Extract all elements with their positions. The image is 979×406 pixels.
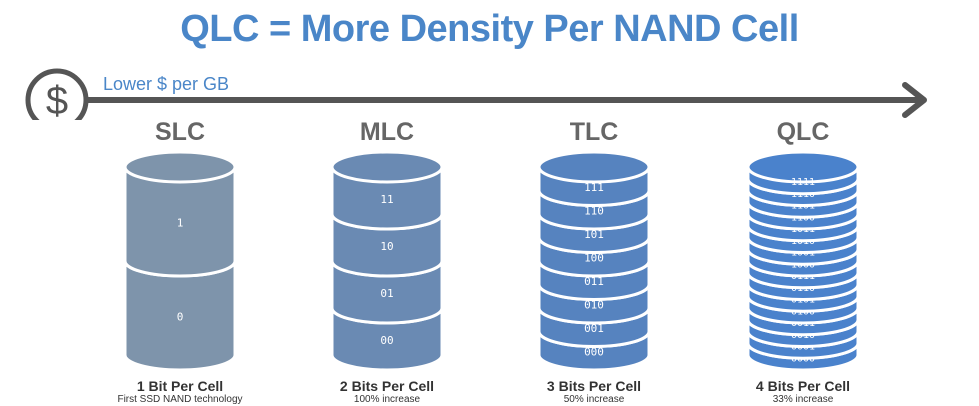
cell-bits-label: 101	[584, 228, 604, 241]
stack-slc: 01	[123, 150, 237, 372]
cell-segment: 111	[537, 150, 651, 207]
svg-text:$: $	[46, 79, 68, 120]
cost-axis: $	[25, 68, 927, 120]
cell-bits-label: 00	[380, 334, 393, 347]
cell-bits-label: 1111	[791, 177, 815, 188]
caption-slc: 1 Bit Per Cell	[136, 378, 224, 394]
cell-bits-label: 0	[177, 310, 184, 323]
stack-qlc: 0000000100100011010001010110011110001001…	[746, 150, 860, 372]
cell-bits-label: 011	[584, 275, 604, 288]
cell-bits-label: 11	[380, 193, 393, 206]
column-title-slc: SLC	[155, 118, 205, 146]
cell-segment: 11	[330, 150, 444, 231]
subcaption-qlc: 33% increase	[772, 394, 834, 405]
cell-bits-label: 001	[584, 322, 604, 335]
caption-qlc: 4 Bits Per Cell	[755, 378, 851, 394]
cell-bits-label: 01	[380, 287, 393, 300]
subcaption-tlc: 50% increase	[563, 394, 625, 405]
page-title: QLC = More Density Per NAND Cell	[180, 8, 799, 50]
cell-bits-label: 000	[584, 346, 604, 359]
cell-bits-label: 100	[584, 252, 604, 265]
dollar-icon: $	[25, 68, 89, 120]
subcaption-mlc: 100% increase	[353, 394, 421, 405]
stack-tlc: 000 001 010 011 100 101 110 111	[537, 150, 651, 372]
cell-segment: 1111	[746, 150, 860, 196]
subcaption-slc: First SSD NAND technology	[117, 394, 243, 405]
cell-bits-label: 010	[584, 299, 604, 312]
cell-bits-label: 110	[584, 205, 604, 218]
cell-bits-label: 1	[177, 216, 184, 229]
stack-mlc: 00 01 10 11	[330, 150, 444, 372]
column-title-mlc: MLC	[359, 118, 415, 146]
caption-tlc: 3 Bits Per Cell	[546, 378, 642, 394]
arrow-head-icon	[902, 82, 927, 118]
column-title-tlc: TLC	[569, 118, 619, 146]
cell-segment: 1	[123, 150, 237, 278]
column-title-qlc: QLC	[776, 118, 830, 146]
axis-label: Lower $ per GB	[103, 74, 230, 94]
cell-bits-label: 111	[584, 181, 604, 194]
caption-mlc: 2 Bits Per Cell	[339, 378, 435, 394]
cell-bits-label: 10	[380, 240, 393, 253]
